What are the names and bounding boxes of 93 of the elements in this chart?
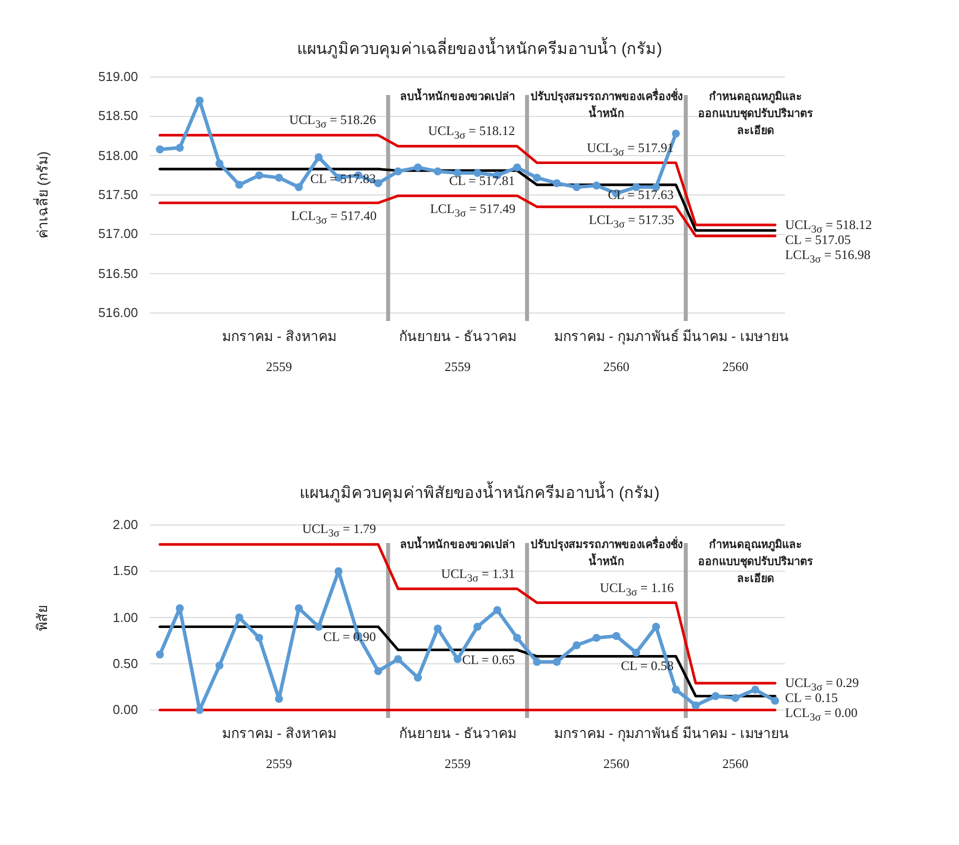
point — [235, 180, 244, 189]
x-tick-label: กันยายน - ธันวาคม 2559 — [399, 724, 517, 772]
point — [156, 650, 164, 658]
point — [414, 674, 422, 682]
point — [692, 701, 700, 710]
point — [374, 179, 382, 188]
point — [532, 174, 541, 182]
point — [235, 614, 244, 622]
annotation: กำหนดอุณหภูมิและออกแบบชุดปรับปริมาตรละเอียด — [696, 90, 814, 139]
point — [156, 145, 164, 154]
point — [454, 655, 462, 664]
point — [572, 183, 581, 192]
text: LCL$_{3σ}$ = 0.00 — [785, 705, 858, 725]
point — [215, 662, 224, 670]
x-tick-label: มกราคม - สิงหาคม 2559 — [222, 724, 336, 772]
annotation: UCL$_{3σ}$ = 518.26 — [289, 112, 376, 132]
y-tick-label: 2.00 — [112, 517, 138, 532]
annotation: ลบน้ำหนักของขวดเปล่า — [399, 537, 516, 553]
point — [473, 622, 482, 631]
point — [394, 167, 402, 176]
annotation: ปรับปรุงสมรรถภาพของเครื่องชั่งน้ำหนัก — [530, 537, 683, 570]
annotation: CL = 0.65 — [462, 652, 515, 667]
annotation: UCL$_{3σ}$ = 518.12 — [428, 123, 515, 143]
annotation: LCL$_{3σ}$ = 517.40 — [291, 208, 377, 228]
point — [592, 634, 600, 642]
y-tick-label: 1.00 — [112, 610, 138, 624]
point — [592, 182, 600, 190]
point — [274, 174, 283, 182]
point — [712, 692, 720, 700]
x-tick-label: มกราคม - กุมภาพันธ์ 2560 — [554, 327, 680, 375]
point — [215, 160, 224, 168]
y-tick-label: 519.00 — [97, 69, 138, 84]
annotation: LCL$_{3σ}$ = 517.49 — [430, 200, 516, 220]
point — [572, 641, 581, 650]
point — [196, 706, 204, 714]
annotation: UCL$_{3σ}$ = 1.16 — [600, 580, 674, 600]
point — [314, 153, 323, 162]
y-tick-label: 516.00 — [97, 305, 138, 320]
annotation: ปรับปรุงสมรรถภาพของเครื่องชั่งน้ำหนัก — [530, 89, 683, 122]
x-tick-label: มกราคม - สิงหาคม 2559 — [222, 327, 336, 375]
point — [731, 694, 740, 702]
x-tick-label: มกราคม - กุมภาพันธ์ 2560 — [554, 724, 680, 772]
point — [434, 624, 442, 633]
point — [771, 696, 780, 705]
text: LCL$_{3σ}$ = 516.98 — [785, 246, 870, 266]
point — [493, 606, 502, 614]
annotation: CL = 517.81 — [449, 172, 515, 188]
x-tick-label: กันยายน - ธันวาคม 2559 — [399, 327, 517, 375]
point — [255, 634, 264, 642]
chart-title: แผนภูมิควบคุมค่าพิสัยของน้ำหนักครีมอาบน้ำ (กรัม) — [298, 480, 661, 504]
point — [255, 171, 264, 180]
point — [513, 163, 522, 172]
y-tick-label: 518.00 — [97, 148, 138, 163]
point — [473, 168, 482, 177]
point — [632, 183, 640, 192]
point — [334, 567, 343, 576]
point — [274, 694, 283, 703]
y-axis-title: พิสัย — [33, 604, 51, 630]
point — [434, 167, 442, 176]
annotation: UCL$_{3σ}$ = 1.31 — [441, 566, 515, 586]
y-axis-title: ค่าเฉลี่ย (กรัม) — [32, 151, 52, 239]
point — [672, 686, 680, 694]
chart-title: แผนภูมิควบคุมค่าเฉลี่ยของน้ำหนักครีมอาบน้ำ (กรัม) — [296, 36, 664, 60]
y-tick-label: 518.50 — [97, 108, 138, 124]
point — [176, 144, 184, 152]
annotation: ลบน้ำหนักของขวดเปล่า — [399, 89, 516, 105]
point — [513, 634, 522, 642]
point — [612, 632, 620, 640]
annotation: LCL$_{3σ}$ = 517.35 — [588, 212, 674, 232]
point — [294, 183, 303, 192]
point — [751, 686, 760, 694]
annotation: UCL$_{3σ}$ = 1.79 — [302, 521, 376, 542]
point — [632, 648, 640, 657]
point — [552, 658, 561, 666]
annotation: กำหนดอุณหภูมิและออกแบบชุดปรับปริมาตรละเอียด — [696, 538, 814, 587]
point — [314, 622, 323, 631]
point — [414, 163, 422, 172]
y-tick-label: 516.50 — [97, 266, 138, 281]
point — [394, 655, 402, 664]
y-tick-label: 0.00 — [112, 702, 138, 717]
point — [552, 179, 561, 188]
point — [672, 130, 680, 138]
x-tick-label: มีนาคม - เมษายน 2560 — [682, 724, 789, 772]
y-tick-label: 0.50 — [112, 656, 138, 671]
point — [532, 658, 541, 666]
point — [652, 622, 660, 631]
y-tick-label: 517.00 — [97, 226, 138, 242]
point — [294, 604, 303, 612]
x-tick-label: มีนาคม - เมษายน 2560 — [682, 327, 789, 375]
y-tick-label: 1.50 — [112, 563, 138, 578]
point — [374, 667, 382, 676]
y-tick-label: 517.50 — [97, 187, 138, 202]
point — [176, 604, 184, 612]
